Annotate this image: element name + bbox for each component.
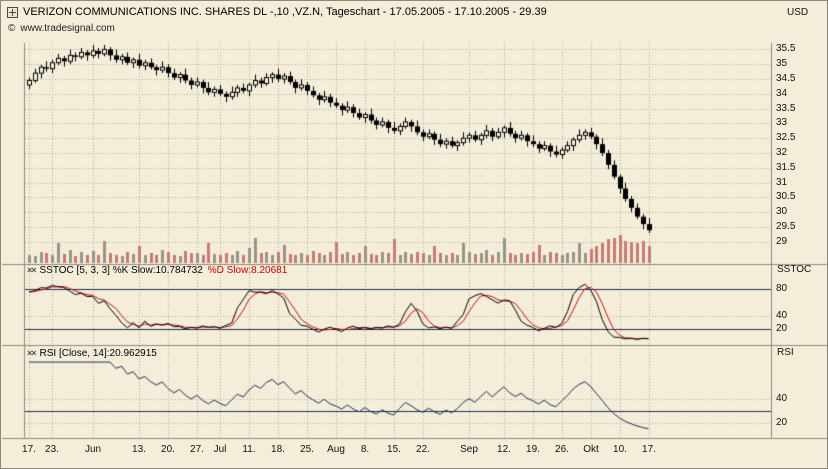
price-tick-label: 34: [776, 88, 788, 99]
rsi-panel-label: RSI: [777, 347, 794, 358]
price-tick-label: 32: [776, 147, 788, 158]
price-tick-label: 31.5: [776, 162, 796, 173]
date-tick-label: 8.: [360, 444, 370, 455]
sstoc-header-k-label: SSTOC [5, 3, 3] %K Slow:10.784732: [39, 265, 203, 276]
price-tick-label: 29: [776, 236, 788, 247]
sstoc-panel-label: SSTOC: [777, 264, 812, 275]
date-tick-label: 18.: [271, 444, 285, 455]
date-tick-label: 17.: [22, 444, 36, 455]
sstoc-indicator-header[interactable]: ×× SSTOC [5, 3, 3] %K Slow:10.784732 %D Sl…: [27, 265, 287, 276]
sstoc-tick-label: 40: [776, 310, 788, 321]
date-tick-label: 19.: [526, 444, 540, 455]
chart-window-icon: [7, 7, 18, 18]
chart-title: VERIZON COMMUNICATIONS INC. SHARES DL -,…: [23, 6, 547, 18]
price-tick-label: 33: [776, 117, 788, 128]
sstoc-tick-label: 20: [776, 323, 788, 334]
date-tick-label: 26.: [555, 444, 569, 455]
date-tick-label: 17.: [642, 444, 656, 455]
date-tick-label: 11.: [242, 444, 256, 455]
date-tick-label: Jul: [213, 444, 227, 455]
date-tick-label: 22.: [416, 444, 430, 455]
rsi-tick-label: 20: [776, 417, 788, 428]
indicator-icon: ××: [27, 348, 36, 358]
price-tick-label: 30.5: [776, 191, 796, 202]
price-tick-label: 35: [776, 58, 788, 69]
copyright: © www.tradesignal.com: [8, 23, 115, 34]
sstoc-header-d-label: %D Slow:8.20681: [207, 265, 288, 276]
copyright-icon: ©: [8, 23, 16, 34]
date-tick-label: 20.: [161, 444, 175, 455]
date-tick-label: Sep: [460, 444, 478, 455]
date-tick-label: 12.: [497, 444, 511, 455]
rsi-tick-label: 40: [776, 393, 788, 404]
price-tick-label: 33.5: [776, 103, 796, 114]
date-tick-label: 10.: [613, 444, 627, 455]
date-tick-label: 15.: [387, 444, 401, 455]
rsi-header-label: RSI [Close, 14]:20.962915: [39, 348, 157, 359]
indicator-icon: ××: [27, 265, 36, 275]
date-tick-label: 27.: [190, 444, 204, 455]
rsi-indicator-header[interactable]: ×× RSI [Close, 14]:20.962915: [27, 348, 157, 359]
price-tick-label: 34.5: [776, 73, 796, 84]
date-tick-label: Okt: [583, 444, 599, 455]
sstoc-tick-label: 80: [776, 283, 788, 294]
date-tick-label: Aug: [327, 444, 345, 455]
price-tick-label: 32.5: [776, 132, 796, 143]
date-tick-label: 25.: [300, 444, 314, 455]
date-tick-label: 13.: [132, 444, 146, 455]
date-tick-label: 23.: [45, 444, 59, 455]
price-tick-label: 35.5: [776, 43, 796, 54]
price-tick-label: 31: [776, 177, 788, 188]
price-tick-label: 29.5: [776, 221, 796, 232]
date-tick-label: Jun: [84, 444, 102, 455]
price-tick-label: 30: [776, 206, 788, 217]
currency-label: USD: [787, 7, 809, 18]
copyright-text: www.tradesignal.com: [20, 23, 115, 34]
